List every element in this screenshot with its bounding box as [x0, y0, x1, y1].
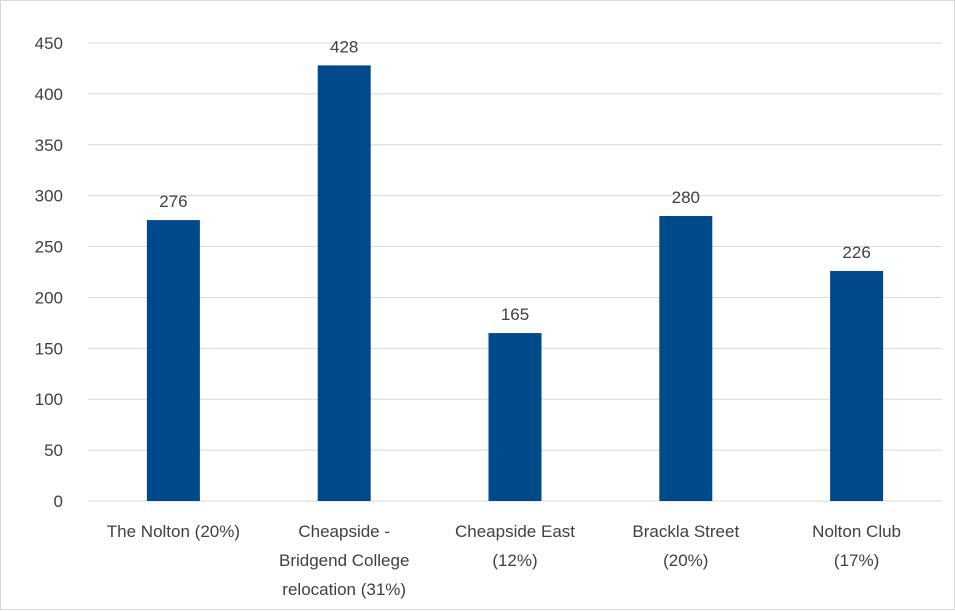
bar — [659, 216, 713, 501]
data-label: 226 — [842, 243, 870, 262]
data-label: 165 — [501, 305, 529, 324]
y-tick-label: 250 — [35, 238, 63, 257]
x-category-label: Nolton Club — [812, 522, 901, 541]
x-category-label: The Nolton (20%) — [107, 522, 240, 541]
data-label: 428 — [330, 37, 358, 56]
y-tick-label: 200 — [35, 288, 63, 307]
x-category-label: (17%) — [834, 551, 879, 570]
bar — [830, 270, 884, 501]
x-category-label: Brackla Street — [632, 522, 739, 541]
bar — [317, 65, 371, 501]
x-axis-categories: The Nolton (20%) Cheapside - Bridgend Coll… — [107, 522, 901, 599]
y-axis-ticks: 0 50 100 150 200 250 300 350 400 450 — [35, 34, 63, 511]
data-labels: 276 428 165 280 226 — [159, 37, 871, 324]
bars — [146, 65, 884, 502]
y-tick-label: 100 — [35, 390, 63, 409]
y-tick-label: 150 — [35, 339, 63, 358]
bar — [488, 333, 542, 501]
y-tick-label: 300 — [35, 187, 63, 206]
data-label: 280 — [672, 188, 700, 207]
y-tick-label: 400 — [35, 85, 63, 104]
y-tick-label: 350 — [35, 136, 63, 155]
data-label: 276 — [159, 192, 187, 211]
x-category-label: Bridgend College — [279, 551, 409, 570]
y-tick-label: 450 — [35, 34, 63, 53]
y-tick-label: 50 — [44, 441, 63, 460]
bar — [146, 220, 200, 502]
y-tick-label: 0 — [54, 492, 63, 511]
x-category-label: relocation (31%) — [282, 580, 406, 599]
x-category-label: (12%) — [492, 551, 537, 570]
gridlines — [88, 42, 942, 502]
x-category-label: Cheapside East — [455, 522, 575, 541]
x-category-label: Cheapside - — [298, 522, 390, 541]
x-category-label: (20%) — [663, 551, 708, 570]
